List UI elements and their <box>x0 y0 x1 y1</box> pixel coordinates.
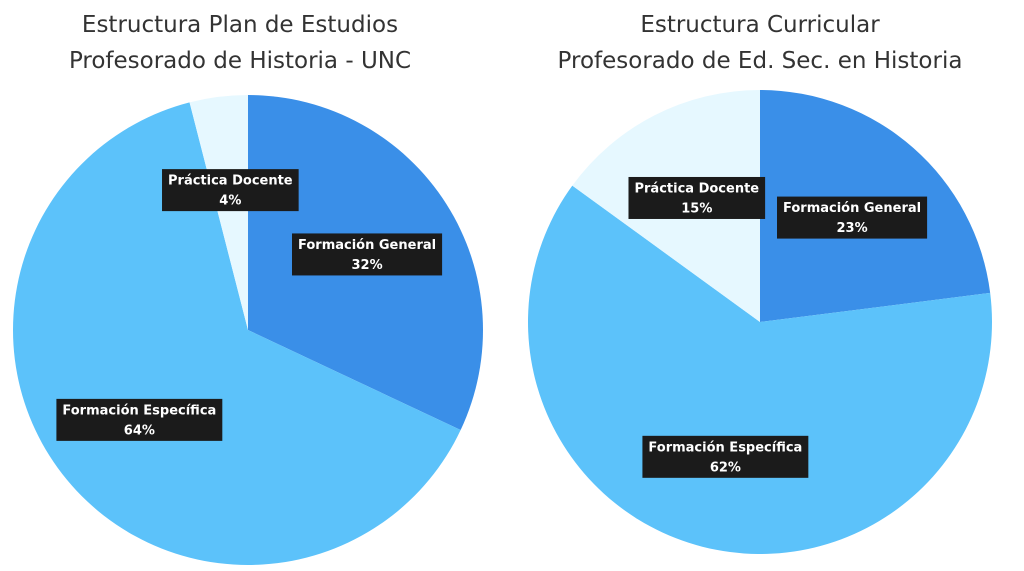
chart-subtitle: Profesorado de Historia - UNC <box>69 48 411 74</box>
data-label: Formación General 32% <box>292 233 443 276</box>
label-category: Práctica Docente <box>168 174 293 189</box>
data-label: Práctica Docente 15% <box>628 176 766 219</box>
chart-title: Estructura Curricular <box>640 12 880 38</box>
label-box <box>777 196 928 239</box>
data-label: Formación Específica 62% <box>642 435 809 478</box>
label-box <box>628 176 766 219</box>
chart-subtitle: Profesorado de Ed. Sec. en Historia <box>558 48 963 74</box>
label-category: Formación Específica <box>648 440 802 455</box>
data-label: Práctica Docente 4% <box>162 169 299 212</box>
pie-slice <box>12 102 461 565</box>
label-value: 15% <box>681 201 712 216</box>
label-category: Formación Específica <box>62 403 216 418</box>
data-label: Formación General 23% <box>777 196 928 239</box>
label-value: 4% <box>219 194 241 209</box>
label-value: 64% <box>124 423 155 438</box>
label-category: Formación General <box>298 238 436 253</box>
pie-slice <box>189 95 248 330</box>
label-value: 23% <box>836 221 867 236</box>
label-box <box>292 233 443 276</box>
label-box <box>642 435 809 478</box>
label-category: Práctica Docente <box>634 181 759 196</box>
label-box <box>162 169 299 212</box>
chart-title: Estructura Plan de Estudios <box>82 12 398 38</box>
label-value: 32% <box>351 258 382 273</box>
data-label: Formación Específica 64% <box>56 398 223 441</box>
label-box <box>56 398 223 441</box>
label-category: Formación General <box>783 201 921 216</box>
label-value: 62% <box>710 460 741 475</box>
